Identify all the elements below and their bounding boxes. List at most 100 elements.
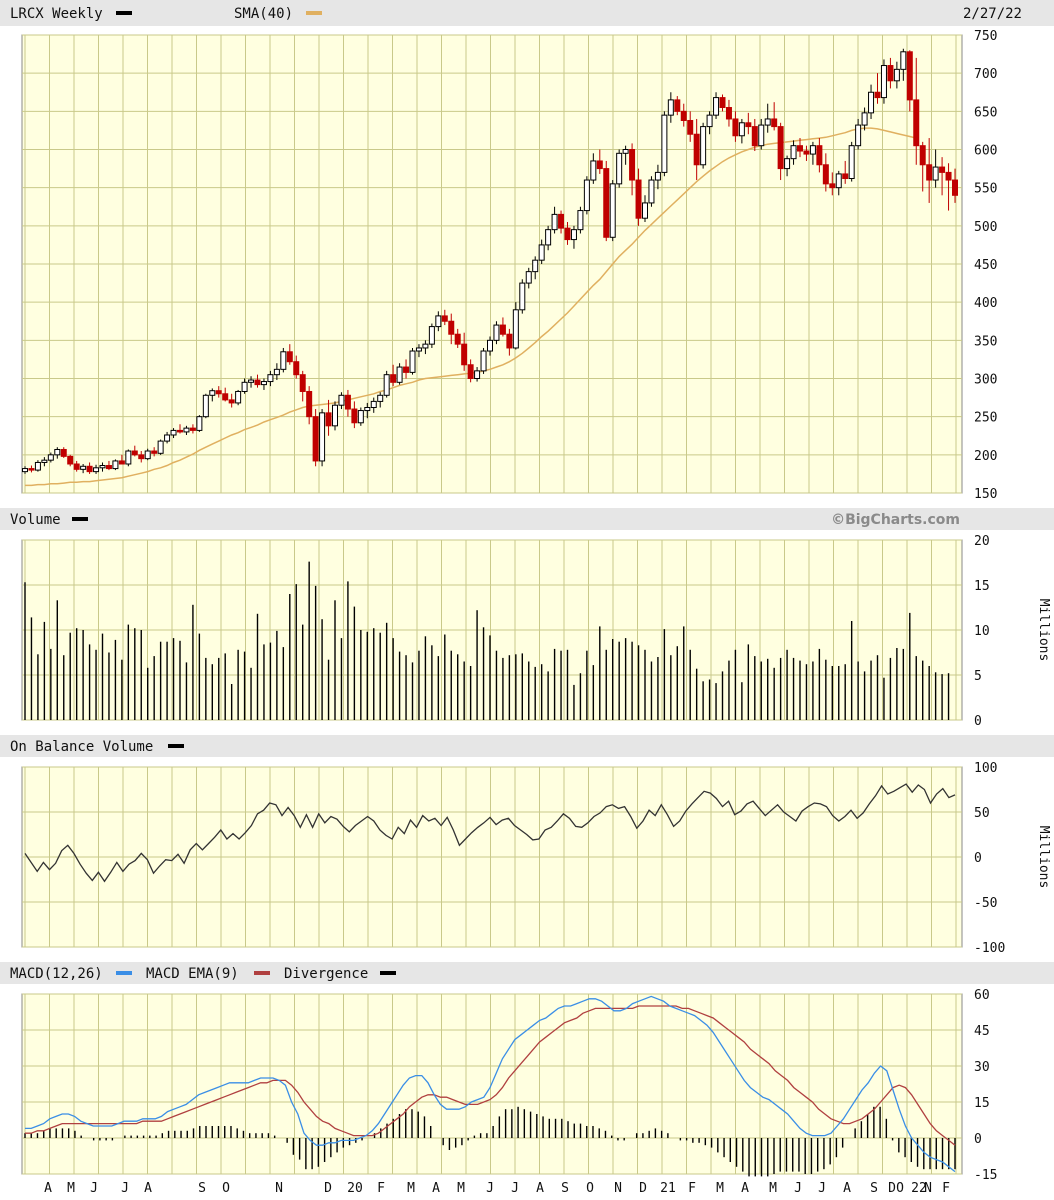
candle-62 [422, 340, 429, 355]
candle-body [590, 160, 597, 181]
macd-line [25, 995, 956, 1173]
candle-body [474, 370, 481, 380]
macd-legend-swatch-2 [380, 971, 396, 975]
candle-58 [396, 363, 403, 385]
candle-body [80, 465, 87, 470]
x-tick-label-28: A [843, 1181, 851, 1196]
price-tick-label-10: 650 [974, 105, 997, 120]
candle-body [338, 394, 345, 406]
candle-122 [809, 141, 816, 165]
candle-45 [312, 409, 319, 467]
candle-6 [60, 447, 67, 458]
x-tick-label-25: M [769, 1181, 777, 1196]
candle-96 [642, 195, 648, 223]
candle-99 [661, 111, 668, 177]
candle-body [202, 394, 209, 418]
sma-label: SMA(40) [234, 6, 293, 22]
candle-17 [131, 445, 138, 457]
candle-8 [73, 460, 80, 472]
volume-header-bar [0, 508, 1054, 530]
price-tick-label-12: 750 [974, 29, 997, 44]
price-tick-label-6: 450 [974, 258, 997, 273]
x-tick-label-6: O [222, 1181, 230, 1196]
candle-82 [551, 206, 558, 234]
candle-body [332, 404, 338, 427]
candle-body [693, 133, 700, 166]
candle-84 [564, 222, 571, 245]
x-tick-label-12: A [432, 1181, 440, 1196]
candle-body [138, 454, 145, 460]
candle-80 [538, 239, 545, 264]
candle-body [880, 65, 887, 99]
obv-header-bar [0, 735, 1054, 757]
candle-65 [441, 309, 448, 326]
candle-113 [751, 118, 758, 152]
candle-130 [861, 107, 868, 131]
candle-body [493, 324, 500, 341]
x-tick-label-23: M [716, 1181, 724, 1196]
x-tick-label-31: N [924, 1181, 932, 1196]
x-tick-label-16: A [536, 1181, 544, 1196]
candle-124 [822, 153, 829, 192]
obv-title: On Balance Volume [10, 739, 153, 755]
candle-125 [829, 172, 836, 196]
macd-legend-label-2: Divergence [284, 966, 368, 982]
candle-body [635, 179, 642, 219]
candle-body [758, 124, 765, 147]
candle-54 [370, 397, 377, 413]
candle-61 [415, 344, 422, 358]
candle-35 [248, 376, 255, 388]
candle-body [196, 416, 203, 431]
candle-107 [713, 92, 720, 119]
price-header-bar [0, 0, 1054, 26]
candle-body [603, 168, 610, 238]
candle-body [428, 326, 435, 345]
candle-140 [926, 138, 933, 203]
candle-57 [390, 364, 397, 387]
candle-19 [144, 448, 151, 461]
candle-71 [480, 347, 487, 374]
candle-33 [235, 389, 242, 406]
price-xgrid [24, 35, 957, 493]
candle-15 [118, 454, 125, 465]
price-tick-label-9: 600 [974, 144, 997, 159]
candle-114 [758, 118, 765, 150]
candle-106 [706, 111, 713, 135]
volume-grid [22, 539, 962, 721]
candle-120 [797, 138, 803, 158]
candle-body [506, 333, 513, 349]
candle-body [215, 390, 222, 395]
candle-63 [428, 323, 435, 348]
x-tick-label-14: J [486, 1181, 494, 1196]
candle-body [241, 381, 248, 392]
candle-29 [209, 388, 216, 402]
obv-grid [22, 766, 962, 948]
candle-138 [913, 57, 920, 165]
candle-4 [47, 452, 54, 463]
candle-136 [900, 48, 907, 81]
candle-126 [835, 170, 842, 196]
candle-body [260, 381, 267, 386]
candle-body [545, 229, 552, 246]
candle-7 [67, 454, 74, 467]
x-tick-label-34: F [942, 1181, 950, 1196]
candle-92 [616, 149, 623, 188]
candle-body [687, 119, 694, 135]
candle-26 [189, 424, 196, 434]
candle-53 [364, 402, 371, 419]
volume-legend-swatch [72, 517, 88, 521]
candle-body [403, 366, 410, 373]
obv-tick-label-1: -50 [974, 896, 997, 911]
candle-body [54, 448, 61, 456]
candle-body [157, 440, 164, 454]
candle-body [164, 434, 171, 442]
candle-133 [880, 59, 887, 104]
price-tick-label-0: 150 [974, 487, 997, 502]
candle-46 [319, 409, 326, 467]
candle-body [170, 429, 177, 436]
candle-body [629, 149, 636, 181]
candle-104 [693, 118, 700, 181]
candle-59 [403, 359, 410, 379]
candle-118 [784, 155, 791, 177]
volume-tick-label-0: 0 [974, 714, 982, 729]
